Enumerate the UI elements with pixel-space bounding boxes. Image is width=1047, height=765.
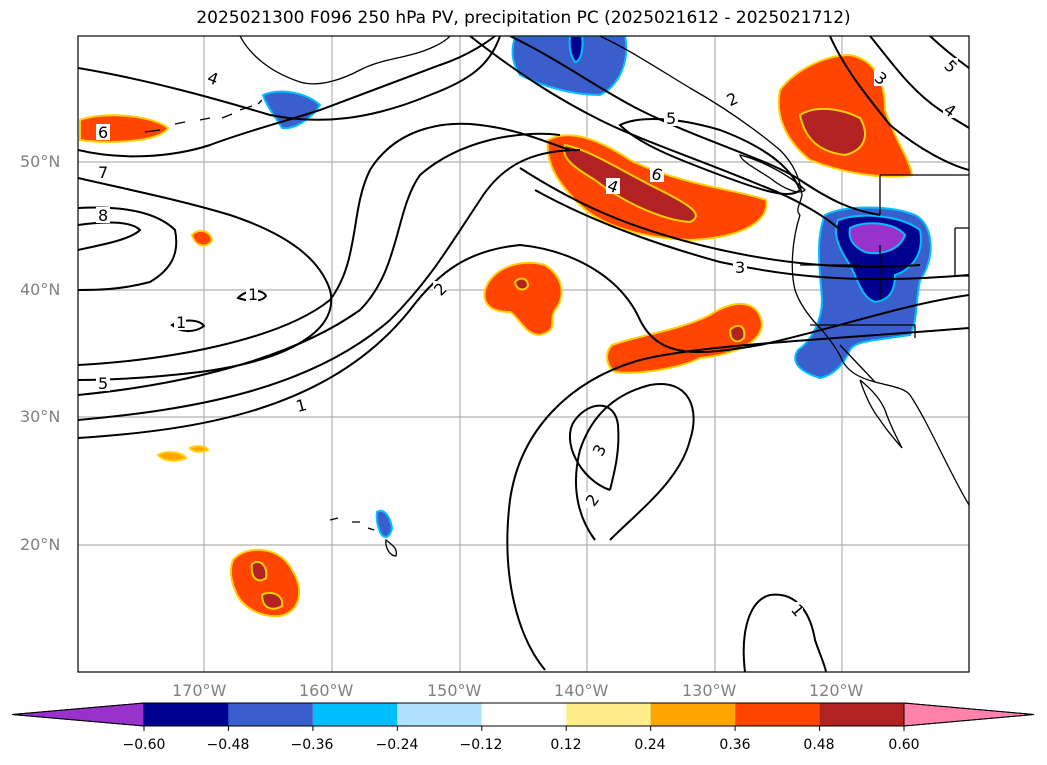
pv-contour bbox=[78, 132, 561, 396]
lon-label-160w: 160°W bbox=[299, 681, 354, 700]
pv-contour bbox=[78, 149, 581, 421]
lat-label-30n: 30°N bbox=[20, 407, 61, 426]
colorbar-extend-left bbox=[11, 702, 145, 727]
lon-label-170w: 170°W bbox=[172, 681, 227, 700]
pv-contour bbox=[519, 167, 921, 268]
colorbar-tick-label: 0.12 bbox=[550, 737, 582, 753]
pv-contour bbox=[574, 383, 695, 541]
precip-patch bbox=[156, 451, 188, 462]
precip-positive-patches bbox=[79, 53, 914, 618]
lon-label-130w: 130°W bbox=[682, 681, 737, 700]
pv-contour bbox=[829, 36, 969, 171]
colorbar-bin bbox=[228, 703, 313, 726]
precip-patch bbox=[188, 445, 210, 453]
map-frame bbox=[77, 35, 970, 673]
lat-label-50n: 50°N bbox=[20, 152, 61, 171]
lat-label-40n: 40°N bbox=[20, 280, 61, 299]
colorbar-tick-label: 0.60 bbox=[888, 737, 920, 753]
precip-patch bbox=[563, 143, 697, 224]
contour-label: 1 bbox=[248, 285, 258, 304]
precip-patch bbox=[483, 261, 563, 337]
precip-patch bbox=[798, 107, 866, 157]
pv-contour bbox=[78, 122, 571, 366]
colorbar-bin bbox=[566, 703, 651, 726]
contour-label: 3 bbox=[735, 258, 745, 277]
colorbar-tick-label: −0.12 bbox=[459, 737, 503, 753]
colorbar-bin bbox=[312, 703, 398, 726]
lat-label-20n: 20°N bbox=[20, 535, 61, 554]
pv-contour bbox=[929, 36, 969, 69]
colorbar-bin bbox=[735, 703, 820, 726]
precip-patch bbox=[79, 114, 170, 143]
pv-contour bbox=[534, 189, 969, 281]
pv-contour bbox=[78, 36, 501, 121]
pv-contour bbox=[78, 177, 333, 381]
pv-contour bbox=[78, 206, 178, 291]
pv-contour bbox=[509, 36, 881, 216]
pv-contour bbox=[742, 593, 827, 672]
precip-patch bbox=[375, 509, 394, 538]
colorbar-bin bbox=[481, 703, 567, 726]
precip-patch bbox=[848, 222, 907, 255]
colorbar-tick-label: −0.48 bbox=[206, 737, 250, 753]
precip-patch bbox=[513, 277, 530, 291]
baja-peninsula bbox=[859, 379, 903, 449]
pv-contour-labels: 4 6 7 8 1 1 5 1 2 3 2 4 6 5 bbox=[96, 56, 961, 620]
precip-patch bbox=[190, 229, 214, 247]
pv-contour bbox=[78, 243, 969, 439]
precip-negative-patches bbox=[261, 36, 932, 538]
pv-contour bbox=[78, 221, 142, 251]
colorbar-tick-label: −0.36 bbox=[290, 737, 334, 753]
colorbar-extend-right bbox=[903, 702, 1035, 727]
precip-patch bbox=[260, 591, 284, 610]
precip-patch bbox=[511, 36, 628, 97]
colorbar-bin bbox=[819, 703, 904, 726]
bc-coast bbox=[599, 36, 803, 216]
precip-patch bbox=[250, 560, 268, 582]
lon-label-140w: 140°W bbox=[554, 681, 609, 700]
vancouver-island bbox=[739, 154, 806, 193]
colorbar-bin bbox=[144, 703, 229, 726]
precip-patch bbox=[261, 90, 322, 130]
contour-label: 8 bbox=[98, 206, 108, 225]
aleutian-islands bbox=[144, 99, 263, 133]
map-title: 2025021300 F096 250 hPa PV, precipitatio… bbox=[196, 8, 851, 28]
pv-contour bbox=[569, 404, 620, 491]
colorbar-tick-label: −0.60 bbox=[122, 737, 166, 753]
pv-contour bbox=[78, 36, 496, 158]
alaska-coast bbox=[239, 36, 451, 85]
pv-contour bbox=[506, 327, 969, 671]
contour-label: 1 bbox=[294, 395, 309, 416]
contour-label: 5 bbox=[666, 109, 676, 128]
colorbar-tick-label: 0.24 bbox=[634, 737, 666, 753]
contour-label: 6 bbox=[98, 123, 108, 142]
lon-label-120w: 120°W bbox=[809, 681, 864, 700]
pv-contour bbox=[618, 118, 802, 196]
hawaii-islands bbox=[329, 517, 398, 557]
precip-patch bbox=[568, 36, 584, 64]
contour-label: 5 bbox=[98, 374, 108, 393]
pv-contours bbox=[78, 36, 969, 672]
contour-label: 1 bbox=[176, 313, 186, 332]
colorbar-bin bbox=[397, 703, 482, 726]
precip-patch bbox=[728, 324, 746, 343]
contour-label: 7 bbox=[98, 163, 108, 182]
lon-label-150w: 150°W bbox=[427, 681, 482, 700]
pv-contour bbox=[869, 36, 969, 129]
canada-us-border bbox=[879, 174, 969, 277]
colorbar bbox=[11, 702, 1035, 731]
pv-contour bbox=[469, 36, 841, 231]
colorbar-bin bbox=[650, 703, 736, 726]
colorbar-tick-label: 0.36 bbox=[719, 737, 751, 753]
colorbar-tick-label: −0.24 bbox=[375, 737, 419, 753]
us-west-coast bbox=[791, 214, 969, 506]
colorbar-tick-label: 0.48 bbox=[803, 737, 835, 753]
